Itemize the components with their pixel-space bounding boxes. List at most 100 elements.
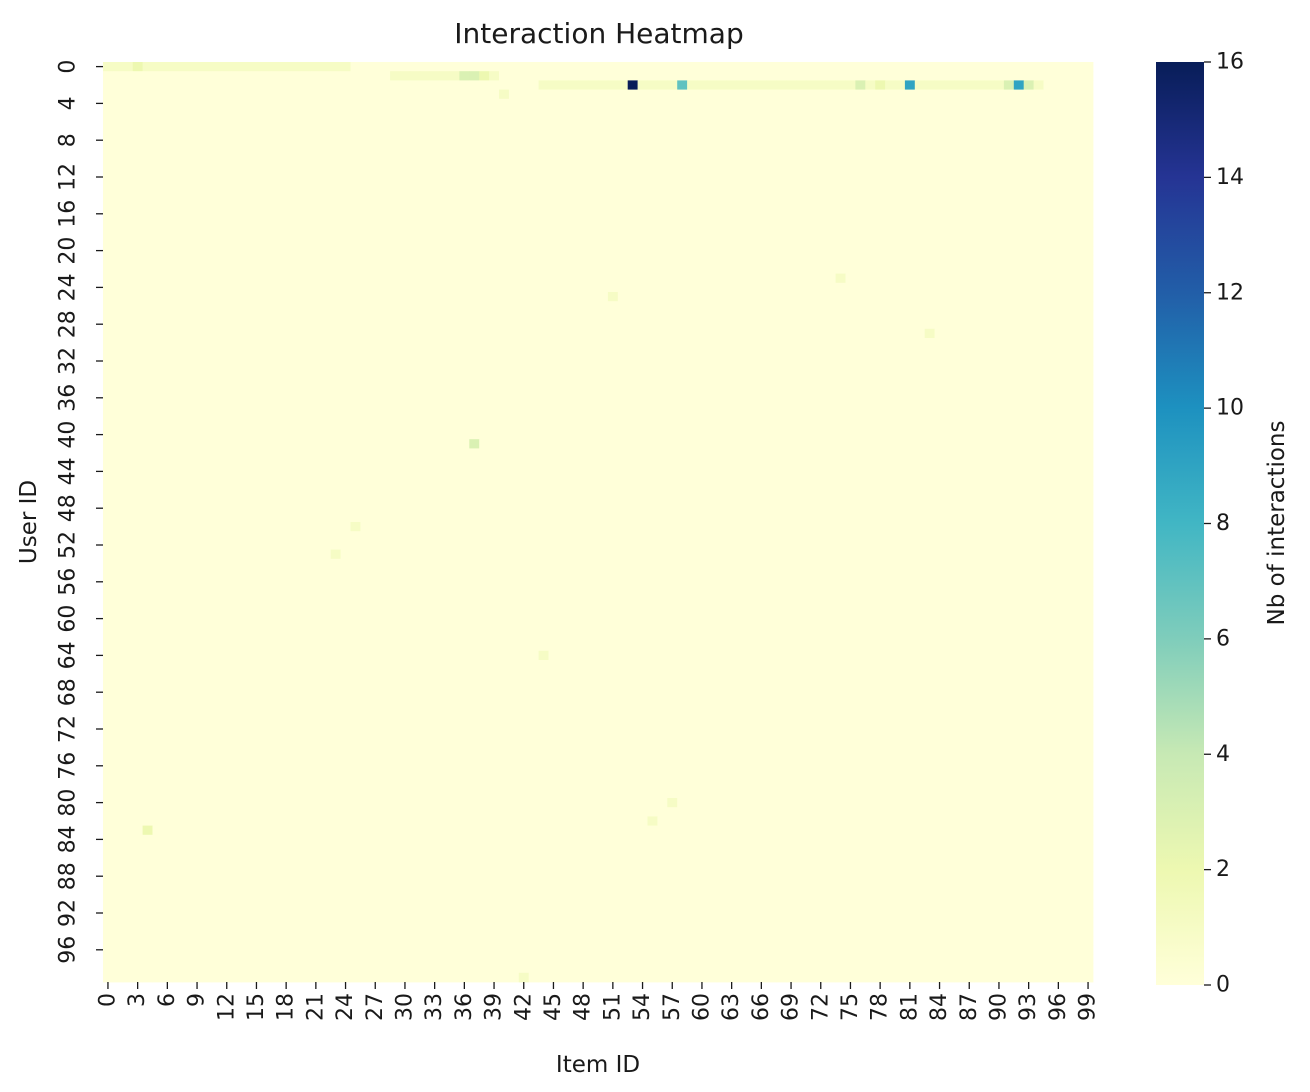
heatmap-cell (439, 209, 450, 219)
heatmap-cell (103, 126, 114, 136)
heatmap-cell (291, 347, 302, 357)
heatmap-cell (568, 273, 579, 284)
heatmap-cell (112, 494, 124, 504)
heatmap-cell (766, 80, 777, 90)
heatmap-cell (637, 347, 648, 357)
heatmap-cell (439, 356, 450, 366)
heatmap-cell (281, 466, 292, 477)
heatmap-cell (419, 374, 431, 385)
heatmap-cell (479, 457, 490, 468)
heatmap-cell (796, 108, 807, 118)
heatmap-cell (449, 512, 460, 523)
heatmap-cell (716, 236, 728, 247)
heatmap-cell (231, 494, 242, 504)
heatmap-cell (380, 494, 391, 504)
heatmap-cell (400, 485, 411, 495)
heatmap-cell (736, 144, 747, 155)
heatmap-cell (845, 347, 856, 357)
heatmap-cell (241, 384, 252, 394)
heatmap-cell (875, 319, 886, 330)
heatmap-cell (261, 365, 272, 376)
heatmap-cell (865, 328, 876, 339)
heatmap-cell (132, 227, 143, 238)
heatmap-cell (954, 209, 965, 219)
heatmap-cell (558, 485, 569, 495)
heatmap-cell (182, 494, 193, 504)
heatmap-cell (390, 172, 401, 182)
heatmap-cell (390, 393, 401, 403)
heatmap-cell (291, 62, 302, 72)
heatmap-cell (716, 154, 728, 164)
heatmap-cell (202, 393, 213, 403)
heatmap-cell (904, 338, 916, 348)
heatmap-cell (291, 328, 302, 339)
heatmap-cell (479, 402, 490, 412)
heatmap-cell (499, 181, 510, 192)
heatmap-cell (103, 457, 114, 468)
heatmap-cell (677, 310, 688, 320)
heatmap-cell (914, 457, 926, 468)
heatmap-cell (528, 227, 539, 238)
heatmap-cell (291, 292, 302, 302)
heatmap-cell (1033, 98, 1044, 109)
heatmap-cell (895, 328, 906, 339)
heatmap-cell (944, 282, 955, 293)
heatmap-cell (786, 89, 797, 100)
heatmap-cell (499, 108, 510, 118)
heatmap-cell (627, 301, 638, 311)
heatmap-cell (419, 282, 431, 293)
heatmap-cell (984, 402, 995, 412)
heatmap-cell (1033, 402, 1044, 412)
heatmap-cell (1043, 144, 1054, 155)
heatmap-cell (548, 476, 559, 486)
heatmap-cell (875, 71, 886, 81)
heatmap-cell (350, 255, 361, 265)
heatmap-cell (390, 402, 401, 412)
heatmap-cell (815, 144, 827, 155)
heatmap-cell (112, 117, 124, 127)
heatmap-cell (390, 282, 401, 293)
heatmap-cell (934, 218, 945, 228)
heatmap-cell (865, 411, 876, 422)
heatmap-cell (875, 476, 886, 486)
heatmap-cell (251, 319, 262, 330)
heatmap-cell (380, 292, 391, 302)
heatmap-cell (142, 512, 153, 523)
heatmap-cell (271, 190, 282, 201)
heatmap-cell (974, 457, 985, 468)
heatmap-cell (182, 181, 193, 192)
heatmap-cell (330, 172, 341, 182)
heatmap-cell (1073, 384, 1084, 394)
heatmap-cell (122, 512, 134, 523)
heatmap-cell (746, 255, 757, 265)
heatmap-cell (251, 420, 262, 431)
heatmap-cell (588, 98, 599, 109)
heatmap-cell (122, 236, 134, 247)
heatmap-cell (152, 374, 163, 385)
heatmap-cell (132, 328, 143, 339)
heatmap-cell (538, 80, 549, 90)
heatmap-cell (271, 301, 282, 311)
heatmap-cell (598, 126, 609, 136)
heatmap-cell (429, 494, 440, 504)
heatmap-cell (637, 310, 648, 320)
heatmap-cell (835, 227, 846, 238)
heatmap-cell (469, 328, 480, 339)
heatmap-cell (1063, 190, 1074, 201)
heatmap-cell (617, 273, 629, 284)
heatmap-cell (330, 255, 341, 265)
heatmap-cell (944, 117, 955, 127)
heatmap-cell (380, 485, 391, 495)
heatmap-cell (479, 163, 490, 173)
heatmap-cell (202, 384, 213, 394)
heatmap-cell (667, 347, 678, 357)
heatmap-cell (479, 154, 490, 164)
heatmap-cell (429, 411, 440, 422)
heatmap-cell (211, 227, 223, 238)
heatmap-cell (122, 347, 134, 357)
heatmap-cell (172, 62, 183, 72)
heatmap-cell (687, 356, 698, 366)
heatmap-cell (281, 485, 292, 495)
heatmap-cell (508, 430, 520, 440)
heatmap-cell (944, 301, 955, 311)
